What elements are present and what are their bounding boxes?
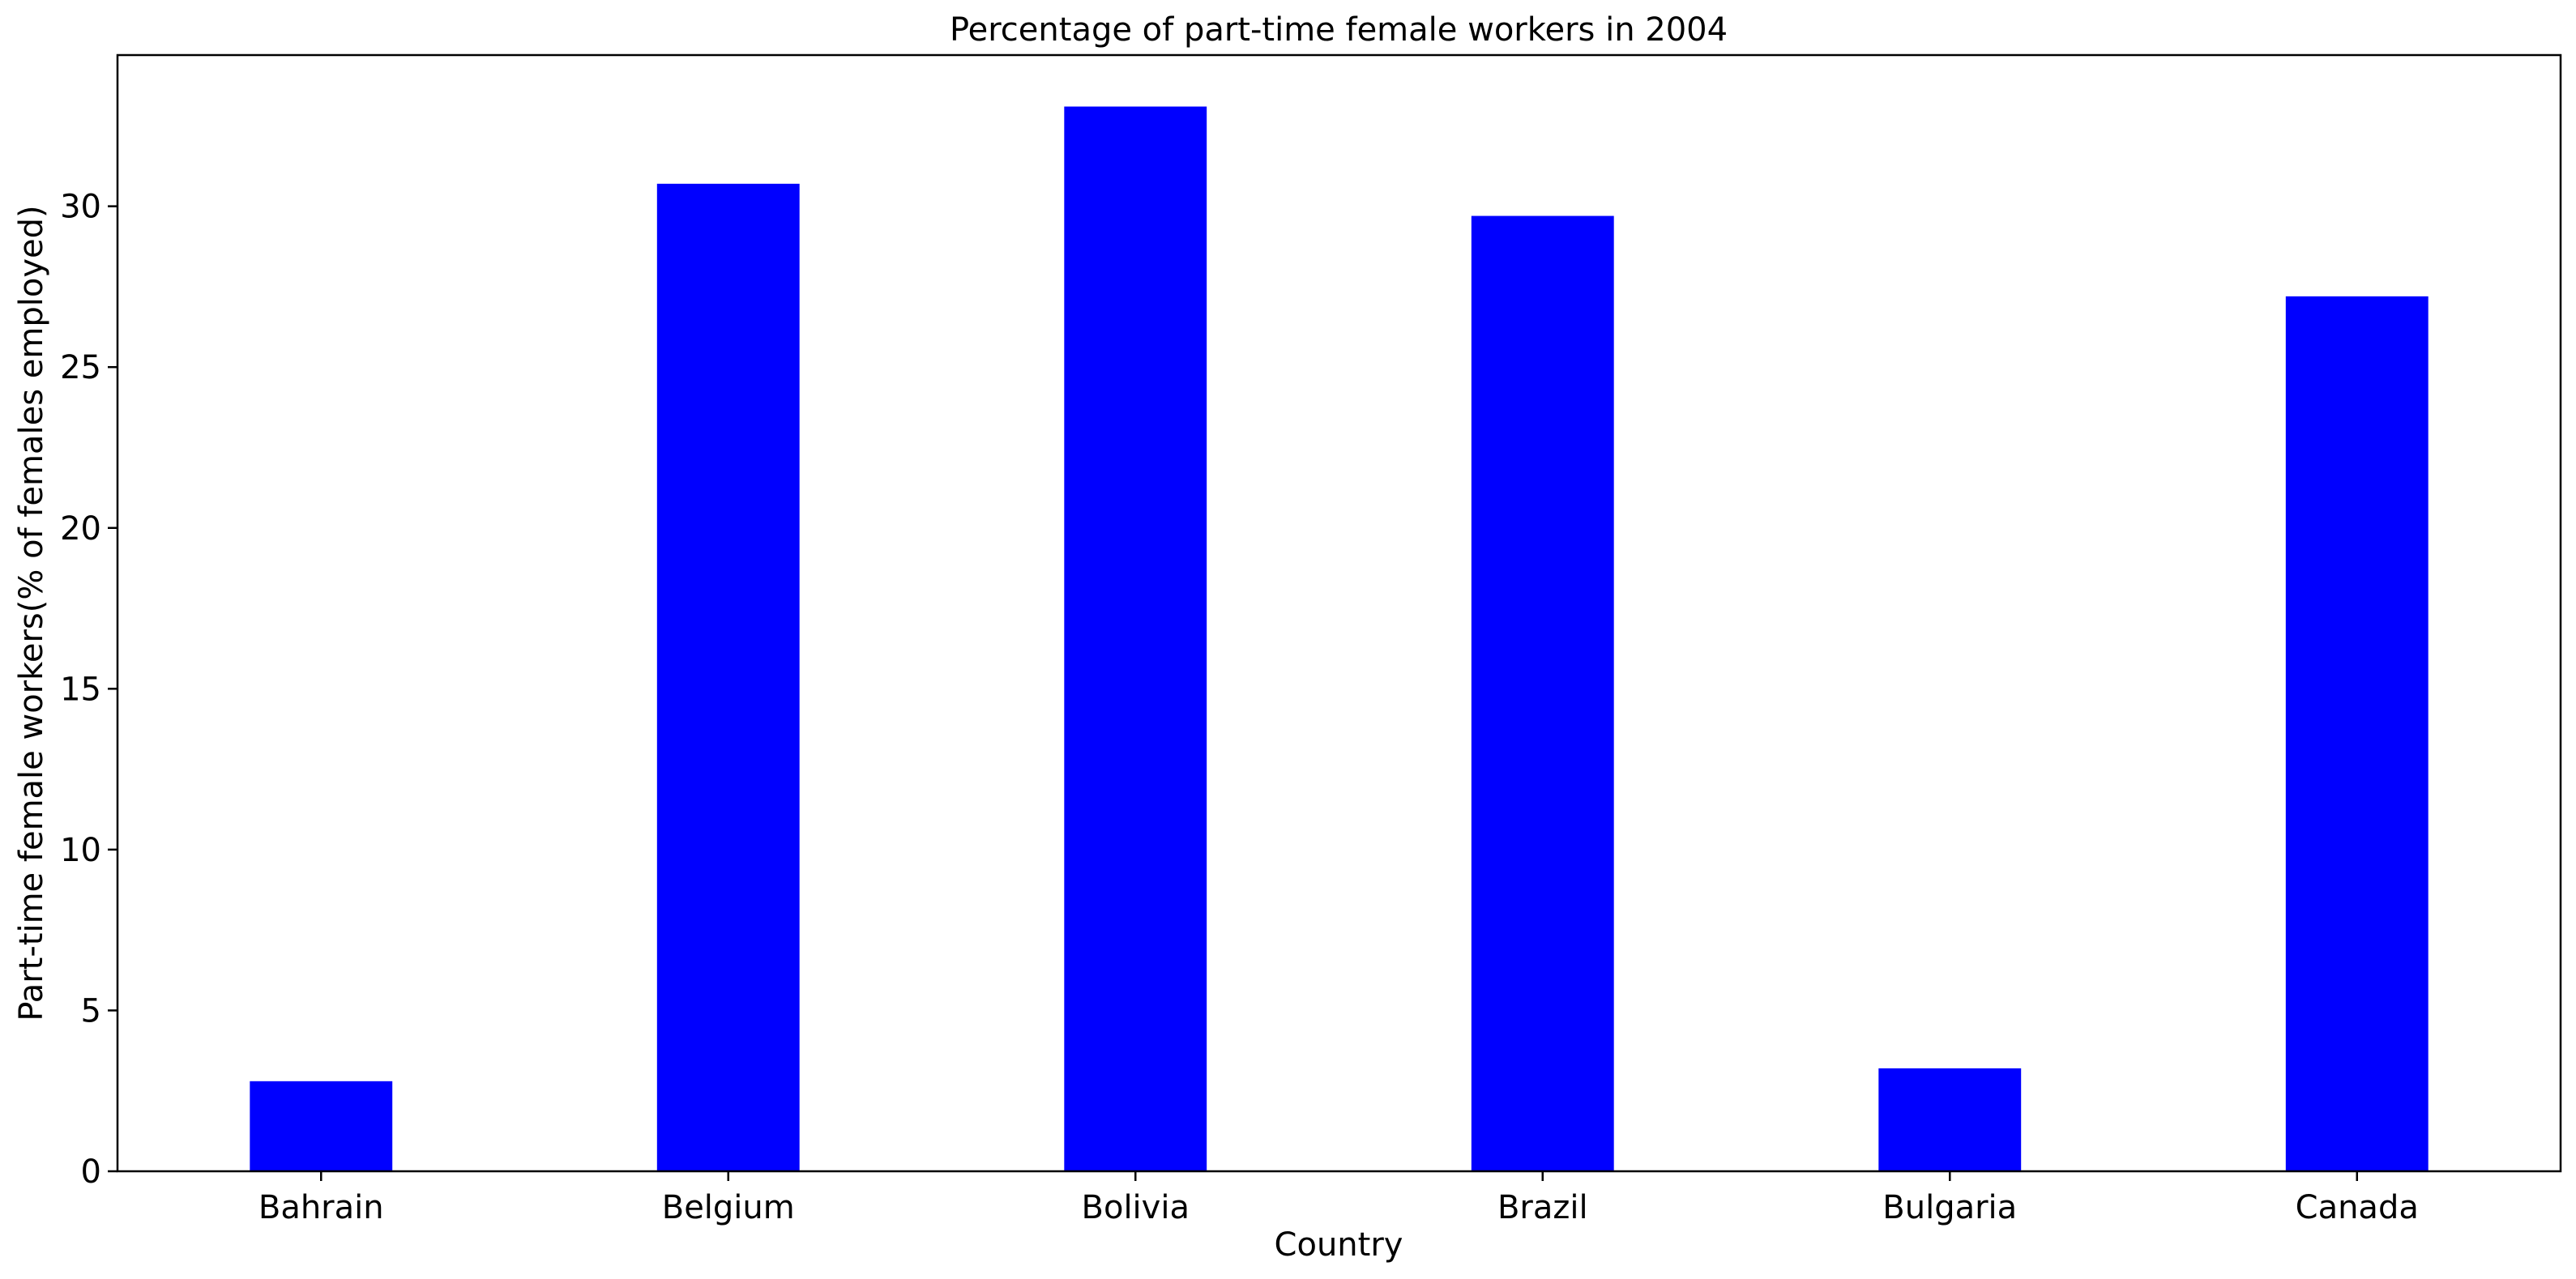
x-tick-label: Canada <box>2296 1189 2419 1226</box>
y-tick-label: 5 <box>81 992 101 1030</box>
x-tick-label: Bolivia <box>1082 1189 1190 1226</box>
x-tick-label: Belgium <box>662 1189 795 1226</box>
x-axis-label: Country <box>1275 1226 1403 1264</box>
x-tick-label: Bulgaria <box>1882 1189 2017 1226</box>
y-tick-label: 10 <box>60 832 101 869</box>
bar-canada <box>2285 296 2429 1171</box>
bar-bulgaria <box>1878 1068 2022 1171</box>
chart-title: Percentage of part-time female workers i… <box>950 11 1728 49</box>
y-tick-label: 20 <box>60 510 101 548</box>
y-tick-label: 25 <box>60 349 101 386</box>
x-axis-ticks: Bahrain Belgium Bolivia Brazil Bulgaria Canad… <box>258 1171 2419 1226</box>
y-axis-label: Part-time female workers(% of females em… <box>13 205 50 1021</box>
y-tick-label: 30 <box>60 189 101 226</box>
bar-bahrain <box>250 1081 393 1171</box>
y-tick-label: 15 <box>60 671 101 708</box>
x-tick-label: Brazil <box>1497 1189 1588 1226</box>
y-tick-label: 0 <box>81 1153 101 1191</box>
bars-layer <box>250 106 2429 1171</box>
bar-brazil <box>1471 215 1614 1171</box>
x-tick-label: Bahrain <box>258 1189 384 1226</box>
bar-bolivia <box>1064 106 1207 1171</box>
bar-belgium <box>656 183 800 1171</box>
y-axis-ticks: 0 5 10 15 20 25 30 <box>60 189 117 1191</box>
plot-frame <box>116 53 2562 1173</box>
